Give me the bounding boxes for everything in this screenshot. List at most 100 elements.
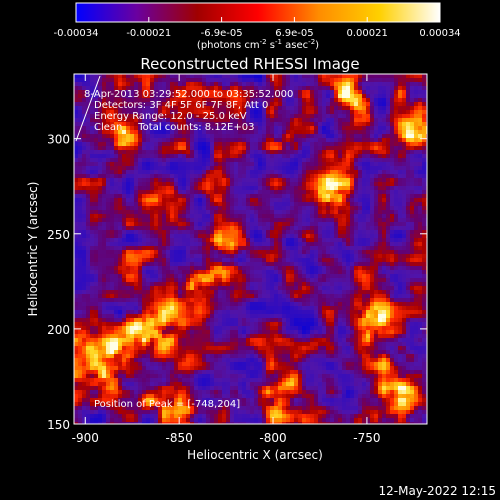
heatmap-cell xyxy=(334,166,339,171)
heatmap-cell xyxy=(162,262,167,267)
heatmap-cell xyxy=(254,294,259,299)
heatmap-cell xyxy=(334,198,339,203)
heatmap-cell xyxy=(206,162,211,167)
heatmap-cell xyxy=(330,198,335,203)
heatmap-cell xyxy=(398,126,403,131)
heatmap-cell xyxy=(326,238,331,243)
heatmap-cell xyxy=(230,102,235,107)
heatmap-cell xyxy=(274,278,279,283)
heatmap-cell xyxy=(310,234,315,239)
heatmap-cell xyxy=(118,158,123,163)
heatmap-cell xyxy=(342,102,347,107)
heatmap-cell xyxy=(126,146,131,151)
heatmap-cell xyxy=(222,74,227,79)
heatmap-cell xyxy=(146,198,151,203)
heatmap-cell xyxy=(342,218,347,223)
heatmap-cell xyxy=(378,278,383,283)
heatmap-cell xyxy=(254,262,259,267)
heatmap-cell xyxy=(222,126,227,131)
heatmap-cell xyxy=(298,102,303,107)
heatmap-cell xyxy=(322,290,327,295)
heatmap-cell xyxy=(162,150,167,155)
heatmap-cell xyxy=(318,150,323,155)
heatmap-cell xyxy=(278,174,283,179)
heatmap-cell xyxy=(334,142,339,147)
heatmap-cell xyxy=(258,286,263,291)
heatmap-cell xyxy=(398,222,403,227)
heatmap-cell xyxy=(94,102,99,107)
heatmap-cell xyxy=(78,214,83,219)
heatmap-cell xyxy=(258,122,263,127)
heatmap-cell xyxy=(338,274,343,279)
heatmap-cell xyxy=(310,278,315,283)
heatmap-cell xyxy=(246,74,251,79)
heatmap-cell xyxy=(158,218,163,223)
heatmap-cell xyxy=(406,98,411,103)
heatmap-cell xyxy=(234,294,239,299)
heatmap-cell xyxy=(166,78,171,83)
heatmap-cell xyxy=(214,270,219,275)
heatmap-cell xyxy=(354,234,359,239)
heatmap-cell xyxy=(398,194,403,199)
heatmap-cell xyxy=(210,282,215,287)
heatmap-cell xyxy=(382,138,387,143)
heatmap-cell xyxy=(390,254,395,259)
heatmap-cell xyxy=(110,270,115,275)
heatmap-cell xyxy=(86,222,91,227)
heatmap-cell xyxy=(106,170,111,175)
heatmap-cell xyxy=(238,98,243,103)
heatmap-cell xyxy=(74,146,79,151)
heatmap-cell xyxy=(306,102,311,107)
heatmap-cell xyxy=(202,258,207,263)
heatmap-cell xyxy=(206,210,211,215)
heatmap-cell xyxy=(130,222,135,227)
heatmap-cell xyxy=(194,274,199,279)
heatmap-cell xyxy=(90,246,95,251)
heatmap-cell xyxy=(114,178,119,183)
heatmap-cell xyxy=(390,134,395,139)
heatmap-cell xyxy=(302,230,307,235)
heatmap-cell xyxy=(242,294,247,299)
heatmap-cell xyxy=(238,102,243,107)
heatmap-cell xyxy=(214,118,219,123)
heatmap-cell xyxy=(354,170,359,175)
heatmap-cell xyxy=(102,126,107,131)
heatmap-cell xyxy=(246,290,251,295)
heatmap-cell xyxy=(162,154,167,159)
heatmap-cell xyxy=(398,186,403,191)
heatmap-cell xyxy=(310,122,315,127)
heatmap-cell xyxy=(402,222,407,227)
heatmap-cell xyxy=(418,158,423,163)
heatmap-cell xyxy=(126,222,131,227)
heatmap-cell xyxy=(214,182,219,187)
heatmap-cell xyxy=(162,290,167,295)
heatmap-cell xyxy=(370,214,375,219)
heatmap-cell xyxy=(262,282,267,287)
heatmap-cell xyxy=(278,242,283,247)
heatmap-cell xyxy=(242,246,247,251)
heatmap-cell xyxy=(206,150,211,155)
heatmap-cell xyxy=(354,270,359,275)
heatmap-cell xyxy=(410,138,415,143)
heatmap-cell xyxy=(290,202,295,207)
heatmap-cell xyxy=(150,286,155,291)
heatmap-cell xyxy=(118,254,123,259)
heatmap-cell xyxy=(206,194,211,199)
heatmap-cell xyxy=(206,174,211,179)
heatmap-cell xyxy=(190,242,195,247)
heatmap-cell xyxy=(378,142,383,147)
heatmap-cell xyxy=(198,230,203,235)
heatmap-cell xyxy=(358,198,363,203)
heatmap-cell xyxy=(370,130,375,135)
heatmap-cell xyxy=(414,146,419,151)
heatmap-cell xyxy=(102,110,107,115)
heatmap-cell xyxy=(198,78,203,83)
heatmap-cell xyxy=(138,142,143,147)
heatmap-cell xyxy=(174,162,179,167)
heatmap-cell xyxy=(262,174,267,179)
heatmap-cell xyxy=(298,82,303,87)
heatmap-cell xyxy=(114,170,119,175)
heatmap-cell xyxy=(186,118,191,123)
heatmap-cell xyxy=(390,226,395,231)
heatmap-cell xyxy=(246,294,251,299)
